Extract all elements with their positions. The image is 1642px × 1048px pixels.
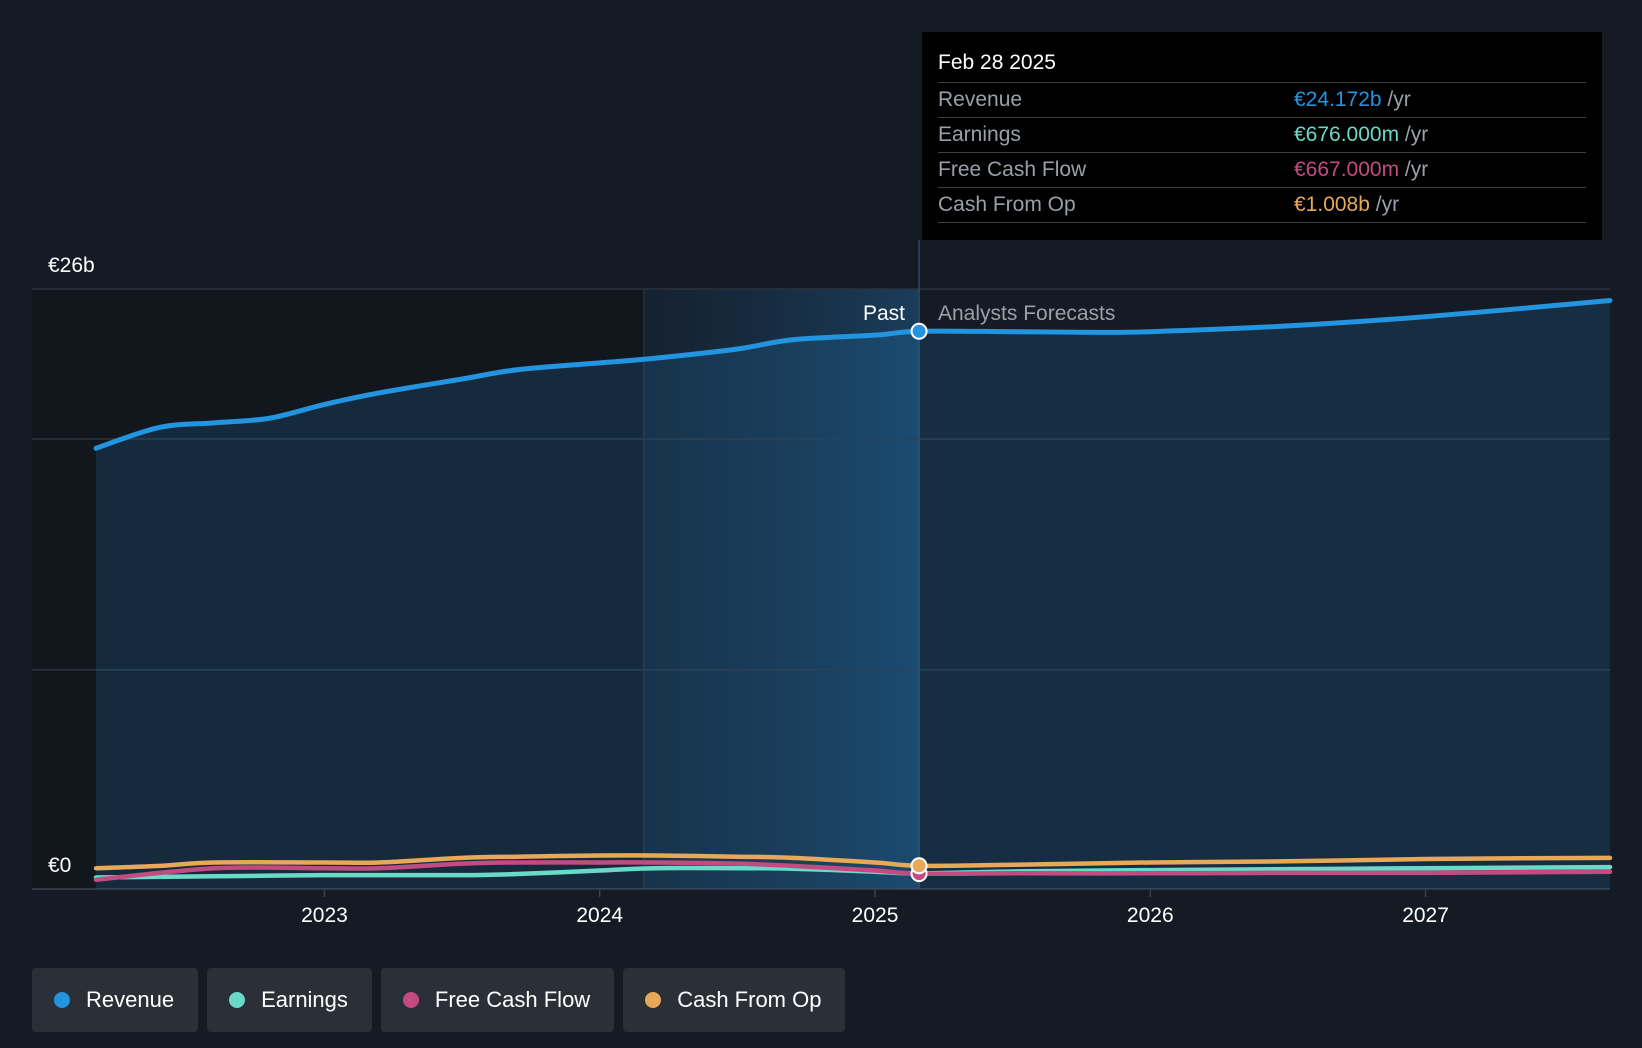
tooltip-value: €676.000m /yr: [1294, 118, 1428, 152]
tooltip-value: €1.008b /yr: [1294, 188, 1399, 222]
legend-dot-icon: [645, 992, 662, 1008]
legend-dot-icon: [229, 992, 246, 1008]
earnings-line: [93, 864, 1613, 880]
tooltip-date: Feb 28 2025: [938, 46, 1586, 83]
past-label: Past: [863, 302, 905, 325]
chart-canvas: €26b €0 Past Analysts Forecasts 2023 2024…: [32, 240, 1613, 927]
y-label-bottom: €0: [48, 854, 71, 877]
tooltip-row-earnings: Earnings €676.000m /yr: [938, 118, 1586, 153]
legend-label: Earnings: [261, 987, 348, 1012]
tooltip-value-unit: /yr: [1399, 123, 1429, 146]
legend-dot-icon: [402, 992, 419, 1008]
tooltip-row-cash-from-op: Cash From Op €1.008b /yr: [938, 188, 1586, 223]
revenue-marker: [910, 322, 928, 340]
cash-from-op-marker: [910, 857, 928, 875]
free-cash-flow-line: [93, 860, 1613, 883]
tooltip-value-amount: €24.172b: [1294, 88, 1382, 111]
y-label-top: €26b: [48, 254, 95, 277]
tooltip-value-amount: €676.000m: [1294, 123, 1400, 146]
tooltip-value-amount: €667.000m: [1294, 158, 1400, 181]
x-tick-label-2023: 2023: [301, 904, 348, 927]
legend-item-free-cash-flow[interactable]: Free Cash Flow: [380, 968, 615, 1032]
legend-item-revenue[interactable]: Revenue: [32, 968, 199, 1032]
legend-item-earnings[interactable]: Earnings: [207, 968, 372, 1032]
tooltip-value: €24.172b /yr: [1294, 83, 1411, 117]
tooltip-value-unit: /yr: [1399, 158, 1429, 181]
tooltip-label: Revenue: [938, 88, 1023, 111]
tooltip-value: €667.000m /yr: [1294, 153, 1428, 187]
revenue-line: [93, 298, 1613, 451]
x-tick-label-2027: 2027: [1402, 904, 1449, 927]
revenue-area: [96, 300, 1610, 889]
cash-from-op-line: [93, 853, 1613, 871]
forecast-label: Analysts Forecasts: [938, 302, 1115, 325]
tooltip-row-revenue: Revenue €24.172b /yr: [938, 83, 1586, 118]
x-tick-label-2026: 2026: [1127, 904, 1174, 927]
legend-label: Cash From Op: [677, 987, 822, 1012]
tooltip-value-unit: /yr: [1369, 193, 1400, 216]
tooltip-label: Earnings: [938, 123, 1021, 146]
legend-item-cash-from-op[interactable]: Cash From Op: [623, 968, 846, 1032]
highlight-band: [643, 289, 920, 889]
legend-label: Revenue: [86, 987, 175, 1012]
x-tick-label-2024: 2024: [576, 904, 623, 927]
legend-label: Free Cash Flow: [434, 987, 591, 1012]
tooltip-value-amount: €1.008b: [1294, 193, 1370, 216]
tooltip: Feb 28 2025 Revenue €24.172b /yr Earnings €…: [922, 32, 1602, 240]
tooltip-value-unit: /yr: [1381, 88, 1411, 111]
legend-dot-icon: [54, 992, 70, 1008]
tooltip-row-free-cash-flow: Free Cash Flow €667.000m /yr: [938, 153, 1586, 188]
legend: Revenue Earnings Free Cash Flow Cash From O…: [32, 968, 846, 1032]
tooltip-label: Cash From Op: [938, 193, 1076, 216]
tooltip-label: Free Cash Flow: [938, 158, 1087, 181]
x-tick-label-2025: 2025: [852, 904, 899, 927]
